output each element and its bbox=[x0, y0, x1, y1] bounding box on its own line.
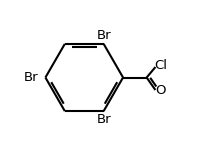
Text: Br: Br bbox=[23, 71, 38, 84]
Text: Br: Br bbox=[97, 113, 111, 126]
Text: Cl: Cl bbox=[154, 59, 167, 72]
Text: O: O bbox=[154, 84, 165, 97]
Text: Br: Br bbox=[97, 29, 111, 42]
